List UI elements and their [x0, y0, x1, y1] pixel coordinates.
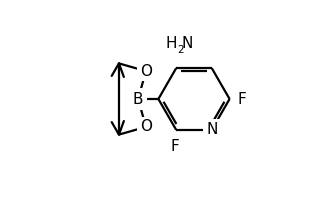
Text: F: F: [237, 91, 246, 107]
Text: N: N: [206, 122, 217, 137]
Text: H: H: [166, 36, 177, 51]
Text: 2: 2: [177, 45, 184, 55]
Text: O: O: [140, 64, 152, 79]
Text: B: B: [133, 91, 143, 107]
Text: O: O: [140, 119, 152, 134]
Text: N: N: [182, 36, 193, 51]
Text: F: F: [171, 139, 179, 154]
